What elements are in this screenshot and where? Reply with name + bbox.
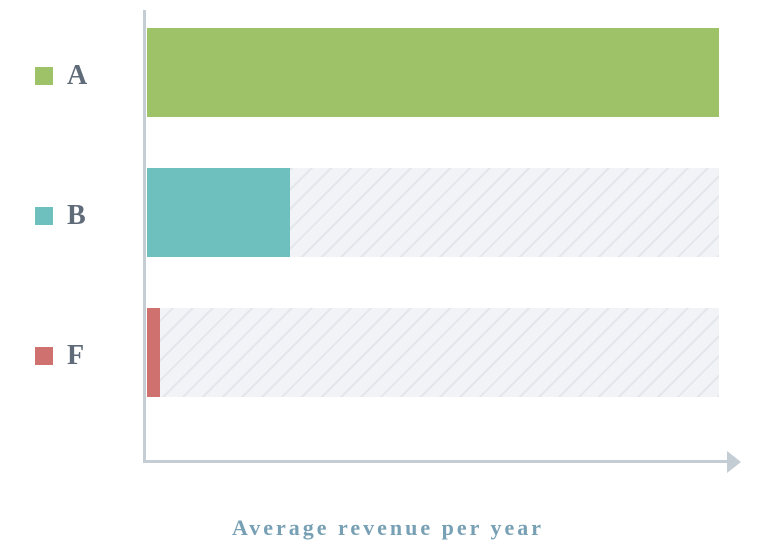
x-axis-arrow-icon: [727, 451, 741, 473]
legend-label: B: [67, 200, 87, 232]
bar-track: [147, 308, 719, 397]
bar: [147, 168, 290, 257]
y-axis: [143, 10, 146, 463]
x-axis-title: Average revenue per year: [0, 515, 776, 541]
revenue-bar-chart: A B F Average revenue per year: [0, 0, 776, 555]
legend-item: F: [35, 340, 85, 372]
bar: [147, 28, 719, 117]
legend-swatch: [35, 347, 53, 365]
legend-swatch: [35, 207, 53, 225]
legend-label: F: [67, 340, 85, 372]
bar: [147, 308, 160, 397]
legend-item: B: [35, 200, 87, 232]
legend-label: A: [67, 60, 88, 92]
x-axis: [143, 460, 728, 463]
legend-swatch: [35, 67, 53, 85]
legend-item: A: [35, 60, 88, 92]
